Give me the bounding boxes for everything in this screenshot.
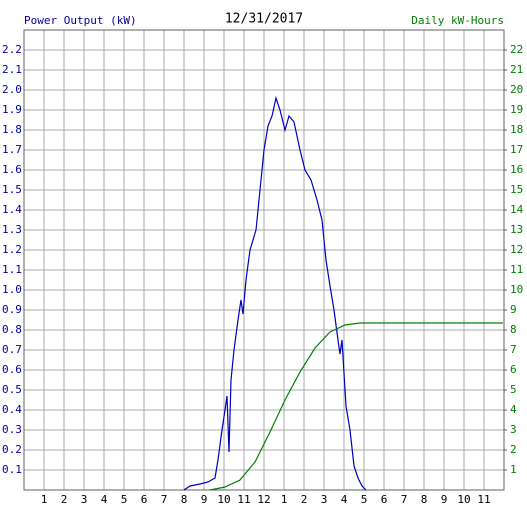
y-tick-label: 0.5	[2, 383, 22, 396]
x-tick-label: 10	[457, 493, 470, 506]
x-tick-label: 4	[341, 493, 348, 506]
y-tick-label: 1.6	[2, 163, 22, 176]
y-tick-label: 0.8	[2, 323, 22, 336]
y2-tick-label: 12	[510, 243, 523, 256]
x-tick-label: 9	[441, 493, 448, 506]
y2-tick-label: 19	[510, 103, 523, 116]
x-tick-label: 9	[201, 493, 208, 506]
y-tick-label: 0.2	[2, 443, 22, 456]
x-tick-label: 4	[101, 493, 108, 506]
x-tick-label: 11	[237, 493, 250, 506]
y-tick-label: 2.1	[2, 63, 22, 76]
x-tick-label: 2	[61, 493, 68, 506]
x-tick-label: 3	[81, 493, 88, 506]
x-tick-label: 5	[121, 493, 128, 506]
x-tick-label: 7	[161, 493, 168, 506]
y2-tick-label: 4	[510, 403, 517, 416]
x-tick-label: 1	[281, 493, 288, 506]
y-tick-label: 0.9	[2, 303, 22, 316]
y-tick-label: 2.2	[2, 43, 22, 56]
y2-tick-label: 9	[510, 303, 517, 316]
x-tick-label: 8	[421, 493, 428, 506]
y-tick-label: 1.3	[2, 223, 22, 236]
y-tick-label: 1.5	[2, 183, 22, 196]
y-tick-label: 1.7	[2, 143, 22, 156]
x-tick-label: 8	[181, 493, 188, 506]
y2-tick-label: 6	[510, 363, 517, 376]
plot-frame	[23, 29, 505, 491]
x-tick-label: 6	[381, 493, 388, 506]
grid	[24, 30, 504, 490]
x-tick-label: 11	[477, 493, 490, 506]
y-tick-label: 1.4	[2, 203, 22, 216]
y2-tick-label: 8	[510, 323, 517, 336]
y-tick-label: 1.1	[2, 263, 22, 276]
y-tick-label: 0.4	[2, 403, 22, 416]
y2-tick-label: 10	[510, 283, 523, 296]
y2-tick-label: 21	[510, 63, 523, 76]
x-tick-label: 12	[257, 493, 270, 506]
x-tick-label: 10	[217, 493, 230, 506]
series-line	[209, 322, 503, 491]
y2-tick-label: 2	[510, 443, 517, 456]
y2-tick-label: 7	[510, 343, 517, 356]
y2-tick-label: 22	[510, 43, 523, 56]
y-tick-label: 0.6	[2, 363, 22, 376]
y2-axis-label: Daily kW-Hours	[411, 14, 504, 27]
y2-tick-label: 3	[510, 423, 517, 436]
y2-tick-label: 13	[510, 223, 523, 236]
y2-tick-label: 20	[510, 83, 523, 96]
chart-title: 12/31/2017	[225, 12, 303, 27]
y2-tick-label: 17	[510, 143, 523, 156]
y-tick-label: 1.8	[2, 123, 22, 136]
y-tick-label: 1.0	[2, 283, 22, 296]
y2-tick-label: 1	[510, 463, 517, 476]
y-tick-label: 0.1	[2, 463, 22, 476]
y2-tick-label: 14	[510, 203, 524, 216]
y2-tick-label: 15	[510, 183, 523, 196]
y-tick-label: 0.7	[2, 343, 22, 356]
y2-tick-label: 16	[510, 163, 523, 176]
x-tick-label: 7	[401, 493, 408, 506]
series-line	[183, 95, 367, 491]
x-tick-label: 3	[321, 493, 328, 506]
x-tick-label: 5	[361, 493, 368, 506]
y-tick-label: 2.0	[2, 83, 22, 96]
x-tick-label: 2	[301, 493, 308, 506]
y-axis-label: Power Output (kW)	[24, 14, 137, 27]
x-tick-label: 1	[41, 493, 48, 506]
y2-tick-label: 11	[510, 263, 523, 276]
y2-tick-label: 5	[510, 383, 517, 396]
y-tick-label: 1.9	[2, 103, 22, 116]
y2-tick-label: 18	[510, 123, 523, 136]
y-tick-label: 1.2	[2, 243, 22, 256]
x-tick-label: 6	[141, 493, 148, 506]
y-tick-label: 0.3	[2, 423, 22, 436]
